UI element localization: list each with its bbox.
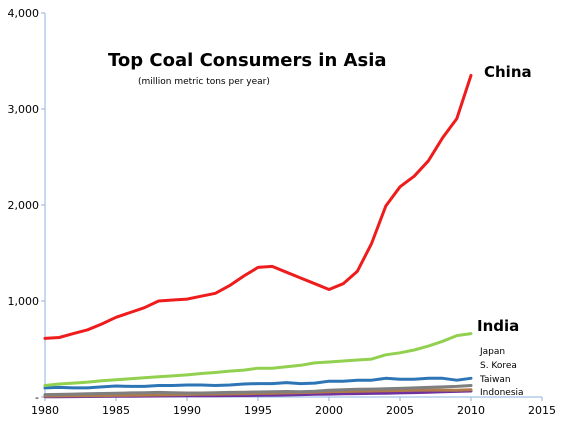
x-tick-label: 1980	[31, 404, 59, 417]
series-label-india: India	[477, 317, 519, 335]
x-tick-label: 2000	[315, 404, 343, 417]
x-tick-label: 2015	[528, 404, 556, 417]
chart-title: Top Coal Consumers in Asia	[108, 50, 387, 71]
series-line-china	[43, 73, 473, 340]
x-tick-label: 1995	[244, 404, 272, 417]
series-label-indonesia: Indonesia	[480, 388, 524, 398]
series-line-india	[43, 332, 473, 387]
x-tick-label: 1990	[173, 404, 201, 417]
y-tick-label: -	[35, 391, 39, 404]
axes-layer: - 1,000 2,000 3,000 4,000 1980 1985 1990 1995 200…	[8, 7, 557, 417]
labels-layer: Top Coal Consumers in Asia (million metr…	[108, 50, 532, 398]
series-layer	[43, 73, 473, 399]
y-tick-label: 3,000	[8, 103, 40, 116]
x-tick-label: 1985	[102, 404, 130, 417]
y-tick-label: 2,000	[8, 199, 40, 212]
x-tick-label: 2005	[386, 404, 414, 417]
series-label-taiwan: Taiwan	[479, 375, 511, 385]
chart-subtitle: (million metric tons per year)	[138, 77, 270, 87]
y-tick-label: 1,000	[8, 295, 40, 308]
series-label-s-korea: S. Korea	[480, 361, 517, 371]
series-label-china: China	[484, 63, 532, 81]
series-line-s-korea	[43, 384, 473, 397]
x-tick-label: 2010	[457, 404, 485, 417]
y-tick-label: 4,000	[8, 7, 40, 20]
series-label-japan: Japan	[479, 347, 505, 357]
series-line-japan	[43, 376, 473, 390]
